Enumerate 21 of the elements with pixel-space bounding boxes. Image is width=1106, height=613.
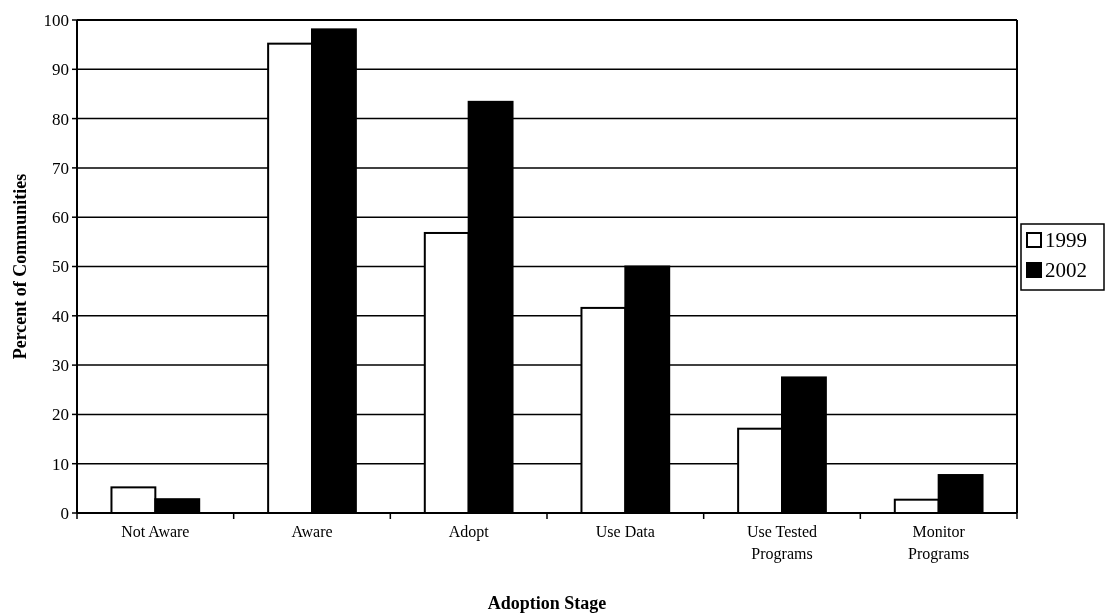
y-tick-label: 30	[52, 356, 69, 376]
y-tick-label: 20	[52, 405, 69, 425]
y-axis-title: Percent of Communities	[10, 173, 30, 360]
x-axis-title: Adoption Stage	[487, 593, 607, 613]
y-tick-label: 40	[52, 306, 69, 326]
y-tick-label: 0	[60, 503, 69, 523]
legend-label: 1999	[1045, 228, 1087, 253]
legend-label: 2002	[1045, 258, 1087, 283]
y-tick-label: 80	[52, 109, 69, 129]
x-tick-label: Monitor Programs	[908, 523, 970, 563]
x-tick-label: Use Data	[595, 523, 655, 540]
y-tick-label: 100	[43, 10, 69, 30]
y-tick-label: 10	[52, 454, 69, 474]
y-tick-label: 70	[52, 158, 69, 178]
y-tick-label: 90	[52, 60, 69, 80]
x-tick-label: Adopt	[448, 523, 490, 541]
x-tick-label: Not Aware	[121, 523, 190, 540]
x-tick-label: Use Tested Programs	[746, 523, 818, 563]
y-tick-label: 50	[52, 257, 69, 277]
y-tick-label: 60	[52, 208, 69, 228]
x-tick-label: Aware	[291, 523, 333, 540]
